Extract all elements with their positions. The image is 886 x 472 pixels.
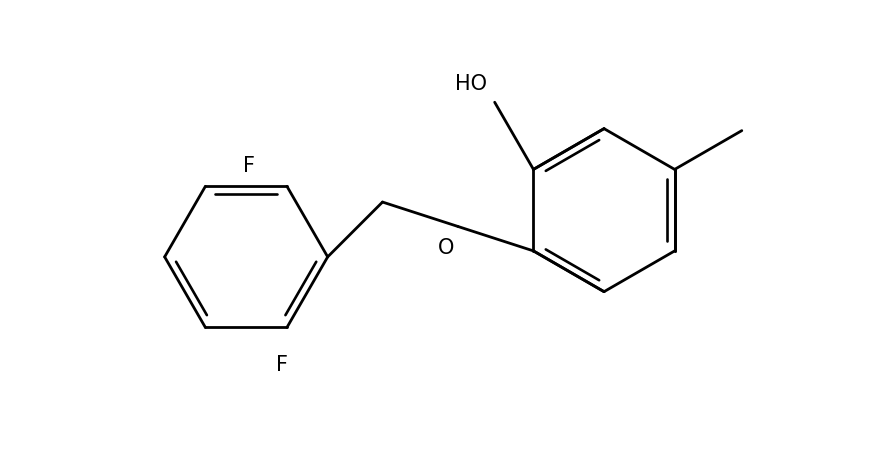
Text: F: F: [243, 156, 255, 177]
Text: F: F: [276, 355, 288, 375]
Text: HO: HO: [455, 74, 486, 94]
Text: O: O: [438, 238, 455, 258]
